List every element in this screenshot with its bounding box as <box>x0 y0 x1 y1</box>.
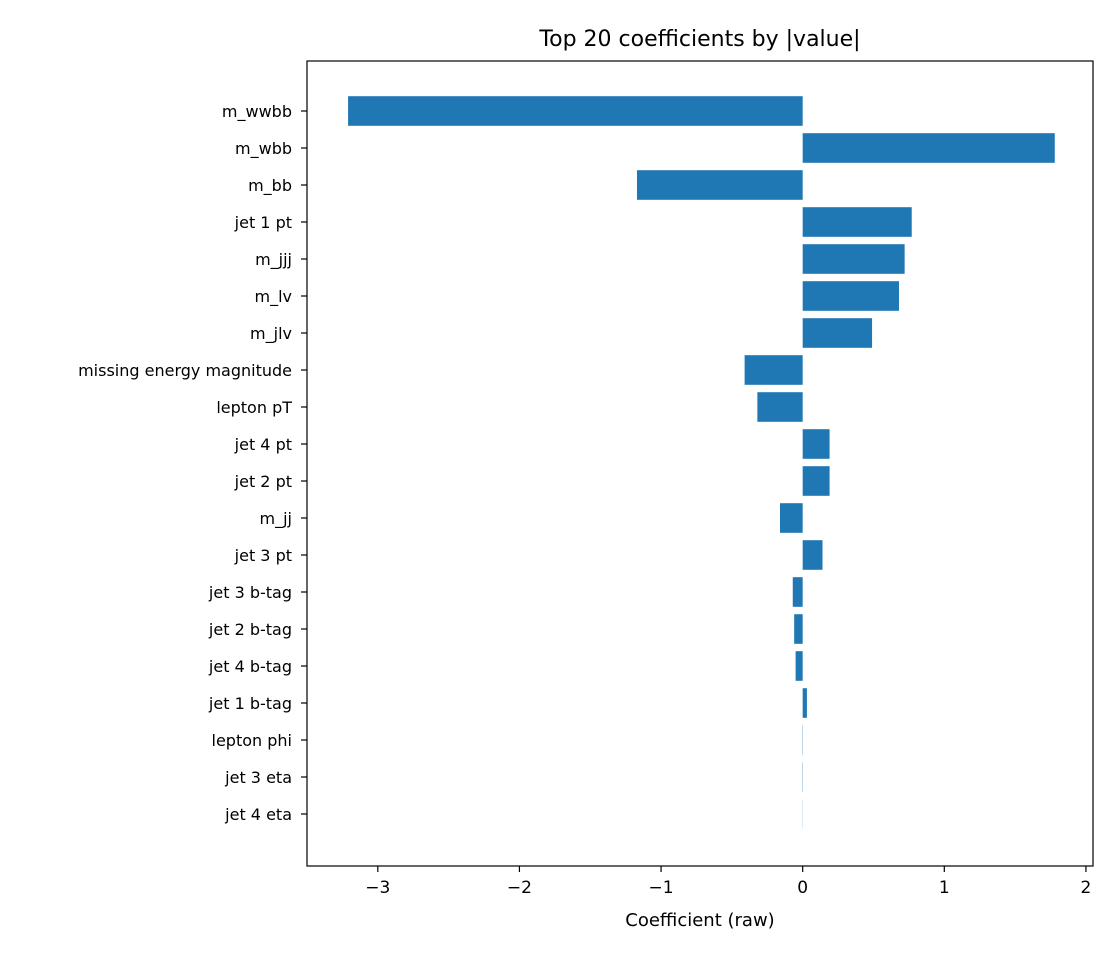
bars-group <box>348 96 1055 829</box>
bar-jet-1-pt <box>802 207 912 237</box>
bar-jet-2-pt <box>802 466 830 496</box>
chart-title: Top 20 coefficients by |value| <box>538 27 860 52</box>
y-tick-label: m_bb <box>248 176 292 196</box>
x-tick-label: −1 <box>649 878 674 898</box>
bar-m-jj <box>780 503 803 533</box>
y-tick-label: m_jj <box>260 509 292 529</box>
x-axis: −3 −2 −1 0 1 2 <box>365 866 1091 898</box>
bar-jet-1-b-tag <box>802 688 807 718</box>
y-tick-label: m_wbb <box>235 139 292 159</box>
bar-m-jjj <box>802 244 905 274</box>
y-tick-label: jet 4 b-tag <box>208 657 292 676</box>
bar-m-jlv <box>802 318 873 348</box>
y-tick-label: jet 3 b-tag <box>208 583 292 602</box>
y-tick-label: lepton pT <box>216 398 292 417</box>
y-tick-label: jet 2 b-tag <box>208 620 292 639</box>
bar-m-wwbb <box>348 96 803 126</box>
y-tick-label: jet 2 pt <box>234 472 292 491</box>
y-tick-label: jet 4 eta <box>224 805 292 824</box>
bar-jet-4-b-tag <box>795 651 803 681</box>
y-tick-label: jet 3 pt <box>234 546 292 565</box>
x-tick-label: 1 <box>939 878 950 898</box>
y-tick-label: m_jlv <box>250 324 292 344</box>
y-tick-label: jet 4 pt <box>234 435 292 454</box>
bar-lepton-pt <box>757 392 803 422</box>
bar-jet-3-b-tag <box>792 577 803 607</box>
bar-m-lv <box>802 281 899 311</box>
bar-jet-3-pt <box>802 540 823 570</box>
y-tick-label: m_wwbb <box>222 102 292 122</box>
y-tick-label: lepton phi <box>212 731 292 750</box>
bar-missing-energy-magnitude <box>744 355 803 385</box>
bar-jet-4-pt <box>802 429 830 459</box>
x-tick-label: 0 <box>797 878 808 898</box>
bar-m-bb <box>636 170 803 200</box>
y-tick-label: missing energy magnitude <box>78 361 292 380</box>
y-tick-label: m_jjj <box>255 250 292 270</box>
bar-jet-2-b-tag <box>794 614 803 644</box>
y-tick-label: jet 3 eta <box>224 768 292 787</box>
y-tick-label: jet 1 b-tag <box>208 694 292 713</box>
x-tick-label: −3 <box>365 878 390 898</box>
bar-m-wbb <box>802 133 1055 163</box>
y-tick-label: jet 1 pt <box>234 213 292 232</box>
y-tick-label: m_lv <box>255 287 293 307</box>
plot-area-frame <box>306 60 1094 867</box>
x-axis-label: Coefficient (raw) <box>625 910 774 931</box>
x-tick-label: −2 <box>507 878 532 898</box>
x-tick-label: 2 <box>1081 878 1092 898</box>
